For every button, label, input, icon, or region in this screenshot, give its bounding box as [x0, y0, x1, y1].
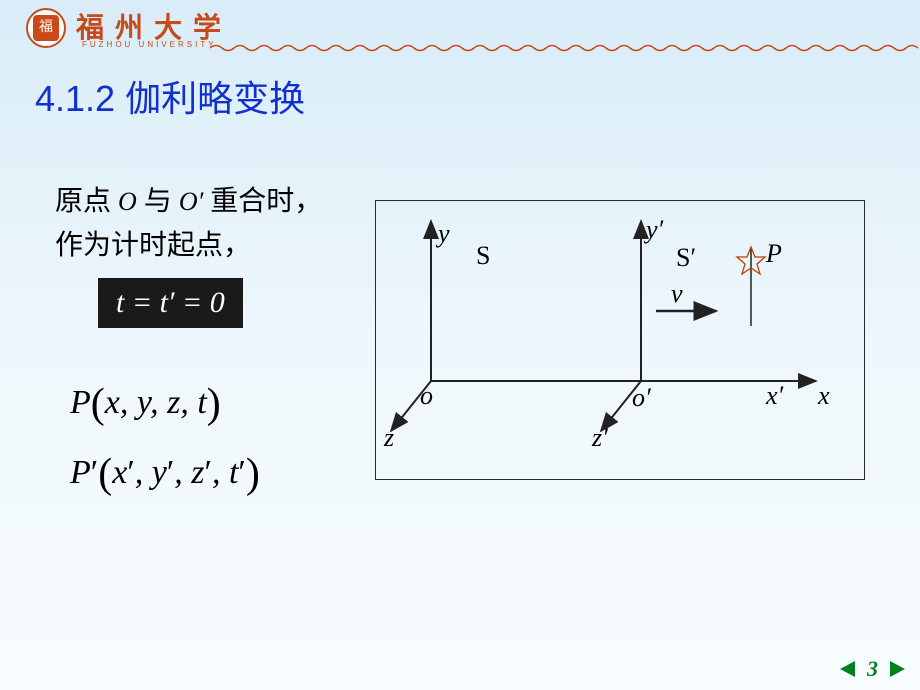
label-z: z [384, 423, 394, 453]
body-line2: 作为计时起点， [55, 230, 251, 261]
page-number: 3 [867, 656, 878, 682]
coord-P: P(x, y, z, t) [70, 380, 221, 428]
slide-footer: 3 [837, 656, 908, 682]
body-text: 原点 O 与 O′ 重合时， 作为计时起点， [55, 180, 322, 268]
label-x: x [818, 381, 830, 411]
label-z-prime: z′ [592, 423, 608, 453]
slide-header: 福 福 州 大 学 FUZHOU UNIVERSITY [0, 0, 920, 48]
label-y: y [438, 219, 450, 249]
university-logo: 福 [26, 8, 66, 48]
equation-text: t = t′ = 0 [116, 286, 225, 319]
logo-char: 福 [33, 15, 59, 41]
body-line1-post: 重合时， [203, 186, 322, 217]
body-line1-pre: 原点 [55, 186, 118, 217]
label-y-prime: y′ [646, 215, 663, 245]
label-o-prime: o′ [632, 383, 651, 413]
origin-O: O [118, 187, 137, 216]
coord-P-prime: P′(x′, y′, z′, t′) [70, 450, 260, 498]
coordinate-diagram: y S o z y′ S′ o′ z′ v P x′ x [375, 200, 865, 480]
equation-box: t = t′ = 0 [98, 278, 243, 328]
prev-button[interactable] [837, 660, 859, 678]
label-S: S [476, 241, 490, 271]
label-S-prime: S′ [676, 243, 696, 273]
header-wave-divider [0, 44, 920, 52]
origin-O-prime: O′ [179, 187, 203, 216]
next-button[interactable] [886, 660, 908, 678]
slide-title: 4.1.2 伽利略变换 [35, 70, 305, 122]
label-x-prime: x′ [766, 381, 783, 411]
label-o: o [420, 381, 433, 411]
triangle-left-icon [839, 661, 857, 677]
label-P: P [766, 239, 782, 269]
label-v: v [671, 279, 683, 309]
triangle-right-icon [888, 661, 906, 677]
body-line1-mid: 与 [137, 186, 179, 217]
